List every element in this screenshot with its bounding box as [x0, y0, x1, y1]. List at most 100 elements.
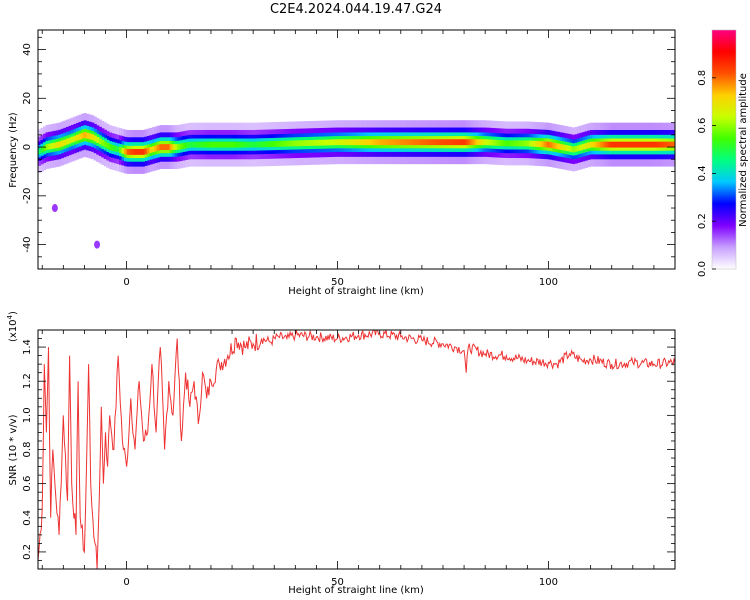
- spectrogram-cell: [253, 141, 257, 148]
- spectrogram-cell: [483, 139, 487, 146]
- spectrogram-cell: [126, 149, 130, 155]
- snr-x-axis: 0 50 100: [41, 330, 676, 588]
- spectrogram-cell: [329, 139, 333, 146]
- snr-y-axis: 0.2 0.4 0.6 0.8 1.0 1.2 1.4: [22, 329, 675, 570]
- spectrogram-cell: [280, 140, 285, 147]
- spectrogram-cell: [642, 141, 647, 148]
- spectrogram-cell: [237, 141, 242, 148]
- spectrogram-cell: [197, 141, 201, 148]
- spectrogram-cell: [584, 143, 588, 149]
- spectrogram-cell: [465, 139, 469, 146]
- spectrogram-cell: [546, 141, 550, 148]
- spectrogram-cell: [270, 141, 274, 148]
- spectrogram-cell: [384, 139, 388, 146]
- spectrogram-cell: [387, 139, 391, 146]
- spectrogram-cell: [625, 141, 629, 148]
- spectrogram-cell: [448, 139, 452, 146]
- spectrogram-cell: [506, 140, 510, 147]
- spectrogram-cell: [648, 141, 652, 148]
- spectrogram-cell: [207, 141, 211, 148]
- spectrogram-cell: [359, 139, 363, 146]
- spectrogram-cell: [172, 144, 176, 150]
- spectrogram-cell: [146, 147, 150, 154]
- spectrogram-cell: [574, 145, 578, 152]
- spectrogram-cell: [491, 139, 495, 146]
- spectrogram-cell: [645, 141, 649, 148]
- spectrogram-cell: [556, 143, 561, 150]
- spectrogram-cell: [124, 148, 128, 155]
- spectrogram-cell: [567, 145, 571, 152]
- spectrogram-cell: [177, 143, 181, 150]
- spectrogram-cell: [402, 139, 406, 146]
- spectrogram-cell: [240, 141, 244, 148]
- spectrogram-cell: [397, 139, 401, 146]
- spectrogram-cell: [473, 139, 477, 146]
- spectrogram-cell: [258, 141, 262, 148]
- spectrogram-cell: [210, 141, 214, 148]
- spectrogram-cell: [131, 149, 135, 155]
- spectrogram-cell: [374, 139, 378, 146]
- spectrogram-cell: [86, 132, 90, 139]
- spectrogram-cell: [435, 139, 439, 146]
- spectrogram-cell: [212, 141, 216, 148]
- spectrogram-cell: [255, 141, 259, 148]
- spectrogram-cell: [539, 141, 543, 148]
- spectrogram-cell: [610, 141, 614, 148]
- snr-y-tick-label: 0.8: [22, 442, 33, 458]
- spectrogram-cell: [511, 140, 515, 147]
- spectrogram-cell: [602, 141, 606, 148]
- spectrogram-y-tick-label: 0: [22, 144, 33, 150]
- colorbar-frame: [711, 29, 737, 270]
- snr-scale-label: (x104): [6, 311, 19, 342]
- spectrogram-cell: [627, 141, 631, 148]
- spectrogram-cell: [653, 141, 657, 148]
- spectrogram-cell: [417, 139, 421, 146]
- spectrogram-cell: [346, 139, 350, 146]
- spectrogram-y-tick-label: -20: [22, 188, 33, 204]
- spectrogram-cell: [58, 141, 62, 148]
- spectrogram-cell: [665, 141, 669, 148]
- spectrogram-cell: [260, 141, 264, 148]
- spectrogram-cell: [379, 139, 383, 146]
- spectrogram-cell: [617, 141, 621, 148]
- spectrogram-cell: [589, 141, 593, 148]
- spectrogram-cell: [399, 139, 404, 146]
- spectrogram-cell: [534, 140, 538, 147]
- spectrogram-cell: [308, 140, 312, 146]
- spectrogram-cell: [311, 139, 315, 146]
- spectrogram-cell: [136, 149, 140, 155]
- spectrogram-cell: [410, 139, 414, 146]
- spectrogram-cell: [111, 144, 115, 151]
- spectrogram-cell: [103, 141, 107, 148]
- spectrogram-cell: [316, 139, 320, 146]
- spectrogram-cell: [673, 141, 675, 148]
- spectrogram-cell: [607, 141, 611, 148]
- spectrogram-cell: [68, 137, 72, 144]
- spectrogram-x-axis: 0 50 100: [41, 30, 676, 288]
- colorbar-ticks: 0.0 0.2 0.4 0.6 0.8: [697, 70, 716, 277]
- spectrogram-ridge: [38, 113, 675, 249]
- spectrogram-cell: [134, 149, 138, 155]
- spectrogram-spot: [51, 204, 58, 213]
- spectrogram-cell: [313, 139, 318, 146]
- colorbar-tick-label: 0.2: [697, 213, 708, 229]
- spectrogram-cell: [129, 149, 133, 155]
- spectrogram-cell: [220, 141, 224, 148]
- colorbar-tick-label: 0.6: [697, 118, 708, 134]
- spectrogram-y-axis: -40 -20 0 20 40: [22, 36, 675, 270]
- spectrogram-cell: [475, 139, 480, 146]
- spectrogram-cell: [460, 139, 464, 146]
- spectrogram-cell: [445, 139, 449, 146]
- spectrogram-cell: [283, 140, 287, 147]
- spectrogram-cell: [630, 141, 634, 148]
- spectrogram-cell: [106, 142, 110, 149]
- snr-y-label: SNR (10 * v/v): [8, 414, 19, 485]
- spectrogram-cell: [415, 139, 419, 146]
- spectrogram-cell: [622, 141, 626, 148]
- spectrogram-cell: [640, 141, 644, 148]
- spectrogram-cell: [248, 141, 252, 148]
- spectrogram-cell: [422, 139, 426, 146]
- spectrogram-cell: [273, 141, 277, 147]
- spectrogram-cell: [541, 141, 545, 148]
- snr-y-tick-label: 1.2: [22, 373, 33, 389]
